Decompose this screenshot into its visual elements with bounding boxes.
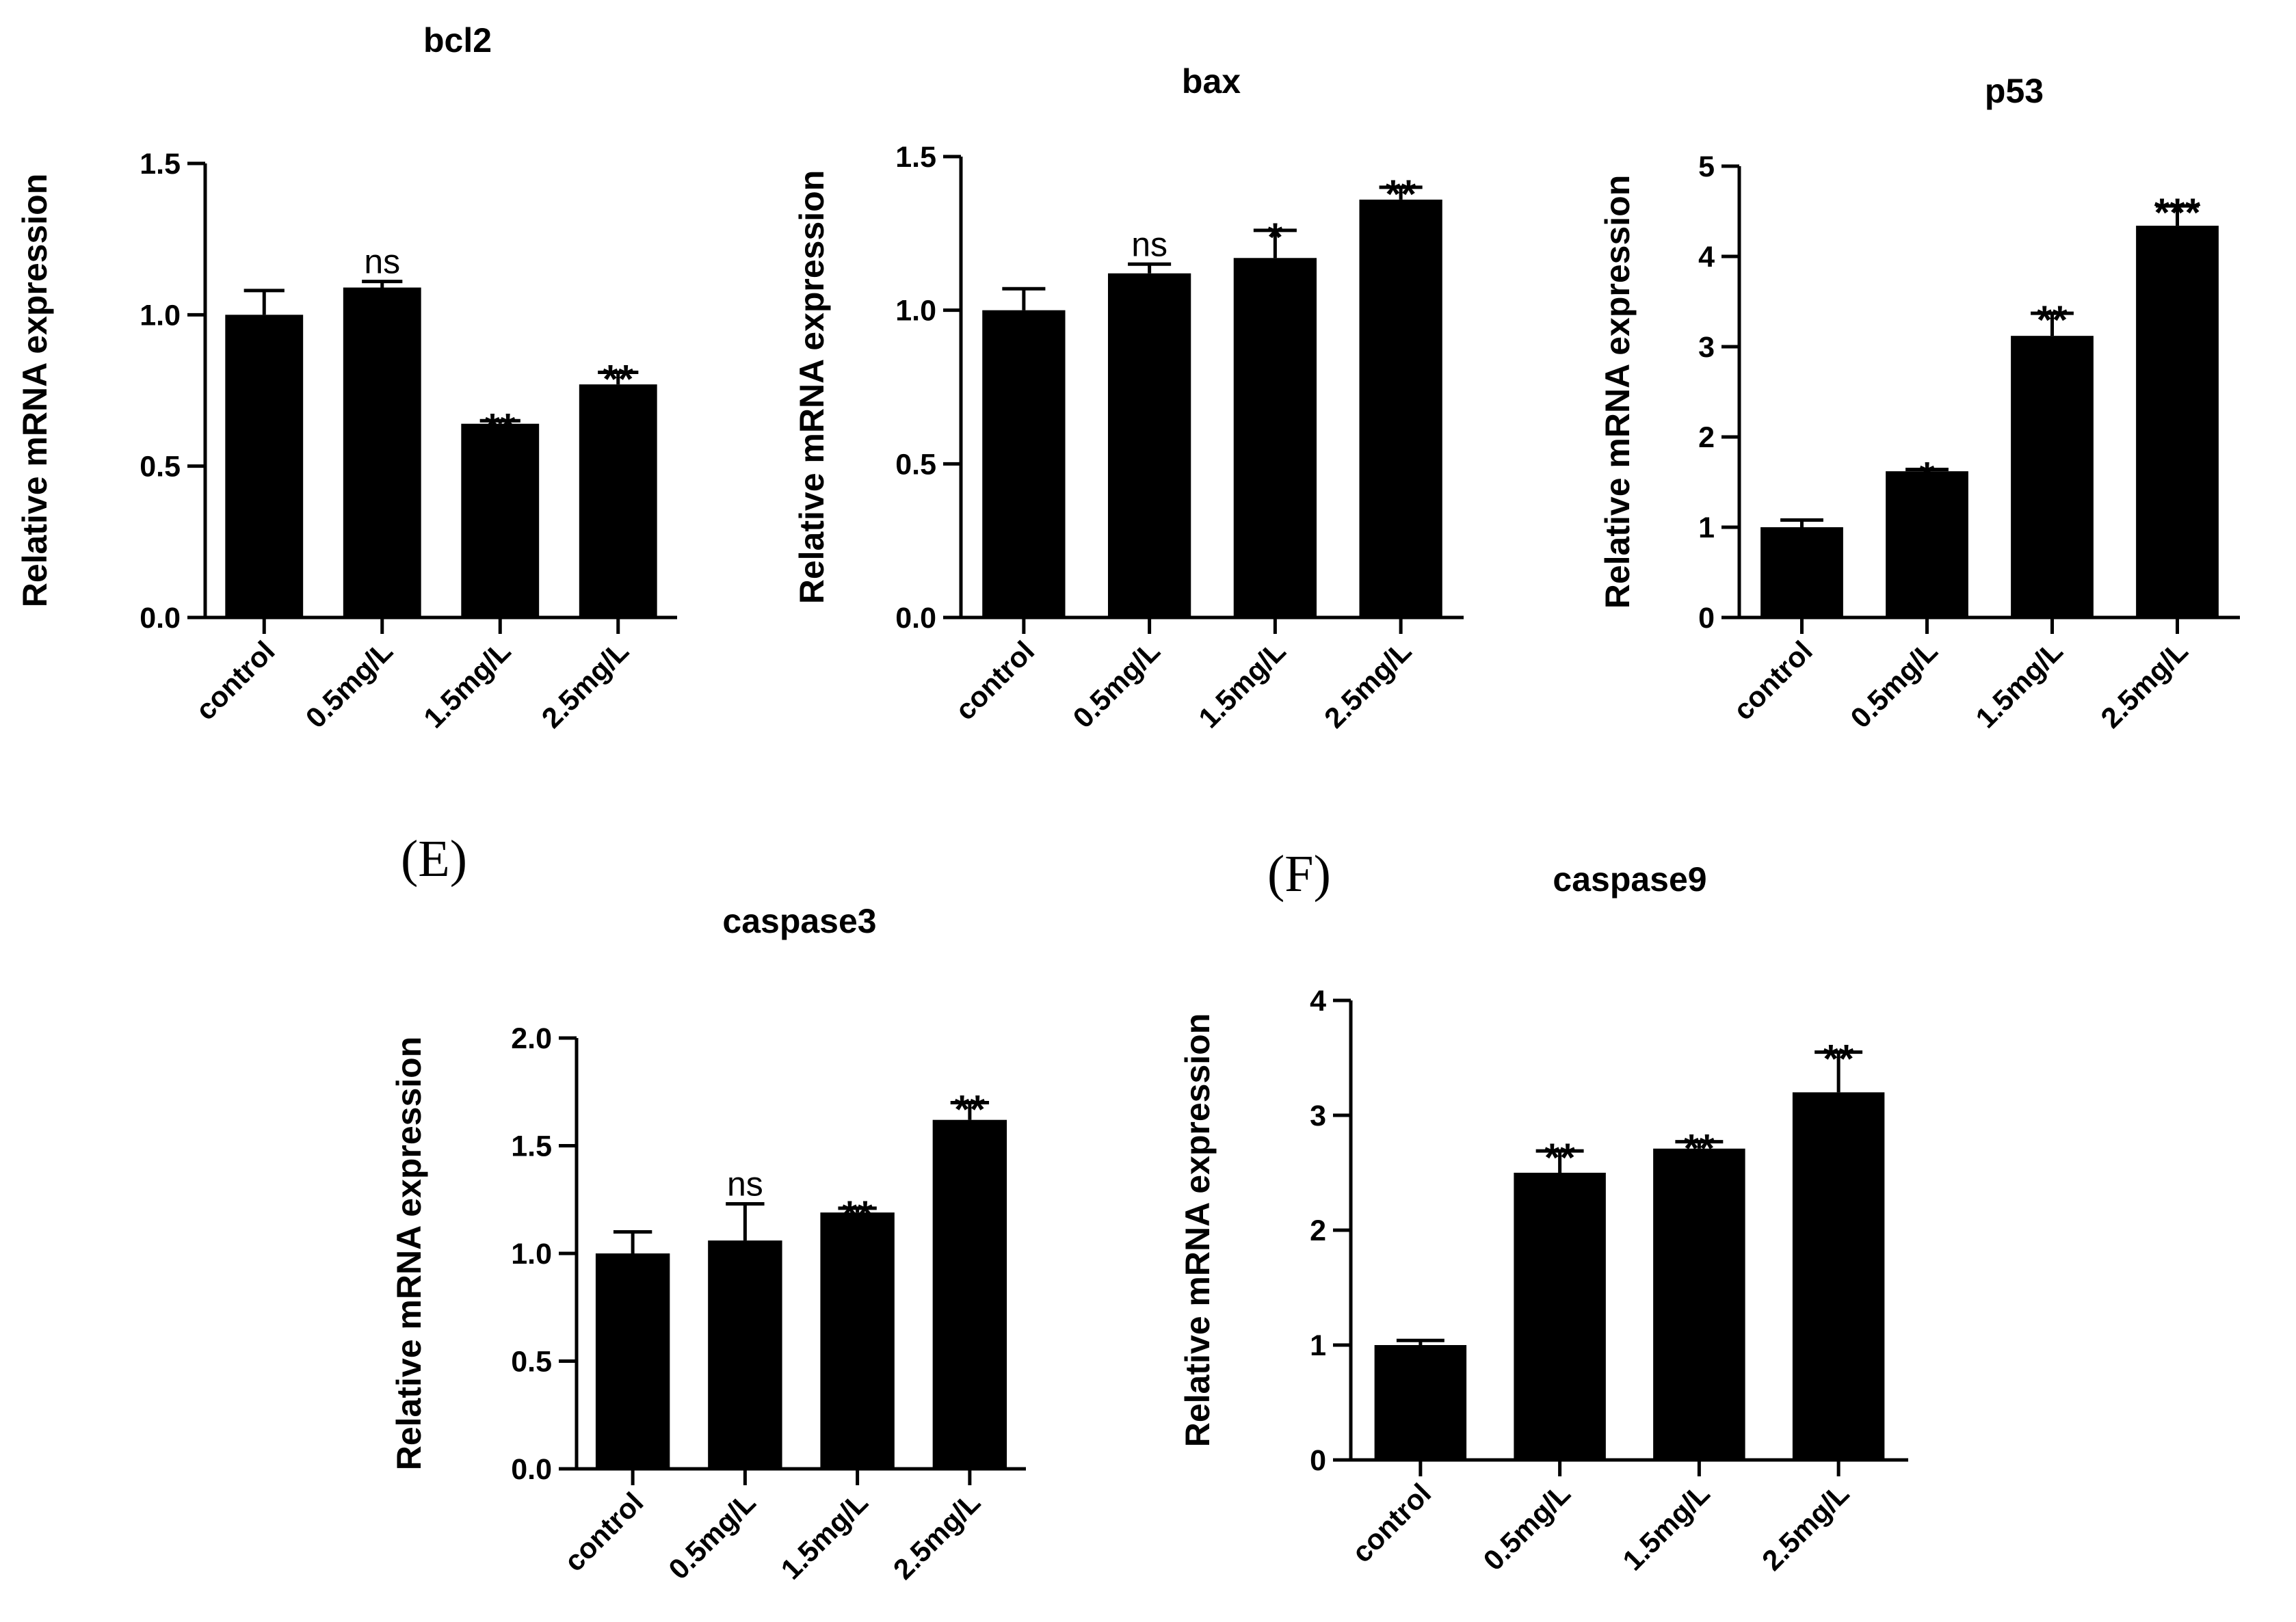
chart-1-significance-3: ** — [485, 406, 516, 450]
chart-3-xtick-label-1: control — [1727, 635, 1819, 726]
chart-4-ytick-label-1: 0.0 — [511, 1453, 552, 1486]
chart-2-bar-1 — [982, 310, 1066, 617]
chart-2-significance-3: * — [1267, 215, 1283, 260]
chart-1-ytick-label-2: 0.5 — [140, 451, 181, 483]
chart-2-xtick-label-2: 0.5mg/L — [1067, 635, 1166, 734]
chart-5-xtick-label-1: control — [1345, 1477, 1437, 1569]
chart-3-xtick-label-2: 0.5mg/L — [1844, 635, 1943, 734]
chart-4-ytick-label-2: 0.5 — [511, 1346, 552, 1379]
chart-4-bar-2 — [708, 1240, 782, 1469]
chart-1-xtick-label-3: 1.5mg/L — [417, 635, 516, 734]
chart-2-xtick-label-4: 2.5mg/L — [1318, 635, 1417, 734]
chart-5-ytick-label-1: 0 — [1310, 1444, 1326, 1477]
chart-3-ytick-label-6: 5 — [1698, 150, 1715, 183]
chart-3-ylabel: Relative mRNA expression — [1598, 175, 1637, 609]
chart-5-bar-1 — [1374, 1345, 1467, 1460]
chart-5-bar-4 — [1792, 1092, 1885, 1460]
chart-3-bar-2 — [1886, 471, 1968, 617]
chart-2-ylabel: Relative mRNA expression — [793, 170, 831, 604]
chart-4-xtick-label-4: 2.5mg/L — [887, 1486, 986, 1585]
chart-3-ytick-label-3: 2 — [1698, 421, 1715, 454]
chart-2-ytick-label-1: 0.0 — [895, 602, 936, 635]
chart-4-bar-3 — [820, 1212, 895, 1469]
chart-4-bar-1 — [595, 1253, 670, 1469]
chart-1-bar-2 — [343, 287, 421, 617]
panel-label-e: (E) — [401, 830, 467, 888]
chart-3-significance-2: * — [1919, 455, 1935, 499]
chart-1-xtick-label-1: control — [189, 635, 281, 726]
chart-3-significance-4: *** — [2154, 191, 2201, 235]
chart-2-bar-4 — [1359, 199, 1442, 617]
chart-2-xtick-label-3: 1.5mg/L — [1192, 635, 1291, 734]
chart-3-bar-3 — [2011, 336, 2094, 617]
chart-4-ytick-label-4: 1.5 — [511, 1130, 552, 1163]
chart-3-bar-1 — [1760, 527, 1843, 617]
chart-1-bar-4 — [579, 384, 657, 617]
chart-2-significance-2: ns — [1131, 225, 1167, 263]
chart-5-xtick-label-4: 2.5mg/L — [1756, 1477, 1855, 1576]
chart-2-ytick-label-4: 1.5 — [895, 141, 936, 174]
chart-1-title: bcl2 — [423, 21, 492, 59]
chart-1-xtick-label-4: 2.5mg/L — [536, 635, 635, 734]
chart-3-ytick-label-2: 1 — [1698, 511, 1715, 544]
chart-2-title: bax — [1182, 62, 1241, 101]
chart-2-bar-2 — [1107, 273, 1191, 617]
chart-4-ytick-label-5: 2.0 — [511, 1022, 552, 1055]
chart-4-bar-4 — [932, 1119, 1007, 1469]
chart-4-xtick-label-3: 1.5mg/L — [775, 1486, 874, 1585]
chart-1-ytick-label-1: 0.0 — [140, 602, 181, 635]
chart-5-bar-3 — [1653, 1148, 1745, 1460]
chart-1-bar-1 — [225, 315, 304, 617]
chart-5-significance-3: ** — [1684, 1127, 1715, 1171]
chart-2-xtick-label-1: control — [949, 635, 1040, 726]
chart-5-significance-2: ** — [1544, 1136, 1576, 1180]
chart-1-ytick-label-4: 1.5 — [140, 148, 181, 181]
chart-5-bar-2 — [1514, 1173, 1606, 1460]
chart-1-xtick-label-2: 0.5mg/L — [300, 635, 399, 734]
chart-5-significance-4: ** — [1823, 1037, 1855, 1082]
chart-3-ytick-label-5: 4 — [1698, 241, 1715, 274]
chart-1-significance-2: ns — [364, 243, 400, 281]
chart-4-significance-4: ** — [954, 1088, 986, 1132]
chart-4-xtick-label-2: 0.5mg/L — [662, 1486, 761, 1585]
chart-3-ytick-label-4: 3 — [1698, 331, 1715, 364]
panel-label-f: (F) — [1267, 845, 1331, 903]
chart-4-significance-3: ** — [842, 1193, 873, 1238]
chart-3-ytick-label-1: 0 — [1698, 602, 1715, 635]
chart-4-significance-2: ns — [727, 1165, 763, 1204]
chart-2-ytick-label-3: 1.0 — [895, 295, 936, 328]
chart-1-significance-4: ** — [603, 357, 634, 401]
chart-1-ytick-label-3: 1.0 — [140, 299, 181, 332]
chart-3-xtick-label-4: 2.5mg/L — [2094, 635, 2193, 734]
chart-4-title: caspase3 — [722, 902, 876, 940]
chart-3-xtick-label-3: 1.5mg/L — [1969, 635, 2068, 734]
chart-5-ytick-label-4: 3 — [1310, 1100, 1326, 1132]
chart-2-significance-4: ** — [1386, 172, 1417, 217]
chart-2-bar-3 — [1233, 258, 1317, 617]
chart-3-bar-4 — [2136, 226, 2219, 617]
chart-5-xtick-label-2: 0.5mg/L — [1477, 1477, 1576, 1576]
chart-5-title: caspase9 — [1553, 860, 1706, 899]
chart-4-xtick-label-1: control — [558, 1486, 650, 1578]
chart-2-ytick-label-2: 0.5 — [895, 448, 936, 481]
chart-3-title: p53 — [1985, 72, 2044, 110]
chart-4-ytick-label-3: 1.0 — [511, 1238, 552, 1271]
chart-3-significance-3: ** — [2037, 298, 2068, 343]
chart-5-ytick-label-3: 2 — [1310, 1214, 1326, 1247]
chart-5-ytick-label-2: 1 — [1310, 1329, 1326, 1362]
chart-4-ylabel: Relative mRNA expression — [390, 1037, 428, 1471]
chart-1-bar-3 — [461, 423, 540, 617]
chart-5-ytick-label-5: 4 — [1310, 985, 1326, 1018]
chart-1-ylabel: Relative mRNA expression — [16, 174, 54, 608]
chart-5-xtick-label-3: 1.5mg/L — [1616, 1477, 1715, 1576]
chart-5-ylabel: Relative mRNA expression — [1178, 1013, 1217, 1448]
